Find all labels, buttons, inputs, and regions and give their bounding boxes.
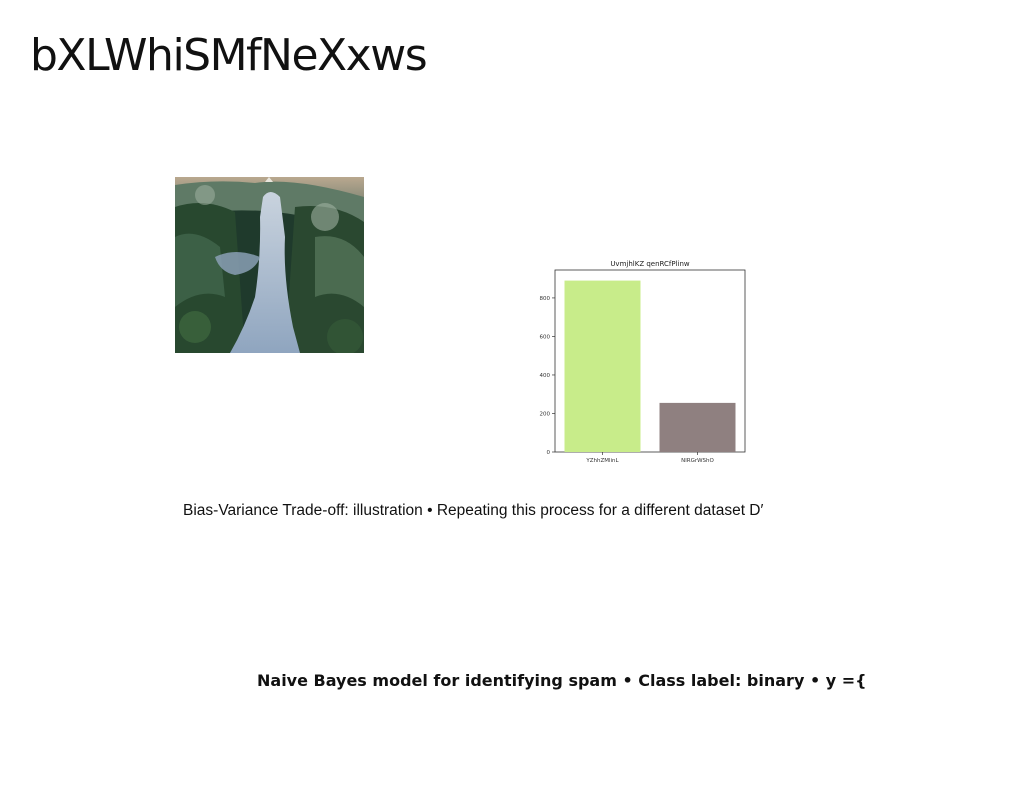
landscape-photo xyxy=(175,177,364,353)
y-tick-label: 600 xyxy=(540,334,551,340)
y-tick-label: 200 xyxy=(540,411,551,417)
plot-area xyxy=(554,269,746,453)
path-landscape-image xyxy=(175,177,364,353)
x-tick-label: NlRGrWShO xyxy=(681,458,714,464)
bar-chart-svg: UvmjhlKZ qenRCfPlinw 0 200 400 600 800 YZhhZ… xyxy=(540,260,746,464)
y-tick-label: 400 xyxy=(540,373,551,379)
y-tick-label: 800 xyxy=(540,296,551,302)
bars-group xyxy=(564,280,736,452)
x-tick-label: YZhhZMlinL xyxy=(585,458,619,464)
y-axis: 0 200 400 600 800 xyxy=(540,296,555,456)
bar-1 xyxy=(564,280,641,452)
bar-2 xyxy=(659,402,736,452)
bar-chart: UvmjhlKZ qenRCfPlinw 0 200 400 600 800 YZhhZ… xyxy=(525,255,765,467)
caption-naive-bayes: Naive Bayes model for identifying spam •… xyxy=(257,671,867,690)
chart-title: UvmjhlKZ qenRCfPlinw xyxy=(610,260,690,268)
x-axis: YZhhZMlinL NlRGrWShO xyxy=(585,452,715,464)
slide-title: bXLWhiSMfNeXxws xyxy=(30,30,428,81)
caption-bias-variance: Bias-Variance Trade-off: illustration • … xyxy=(183,502,764,519)
y-tick-label: 0 xyxy=(547,450,551,456)
